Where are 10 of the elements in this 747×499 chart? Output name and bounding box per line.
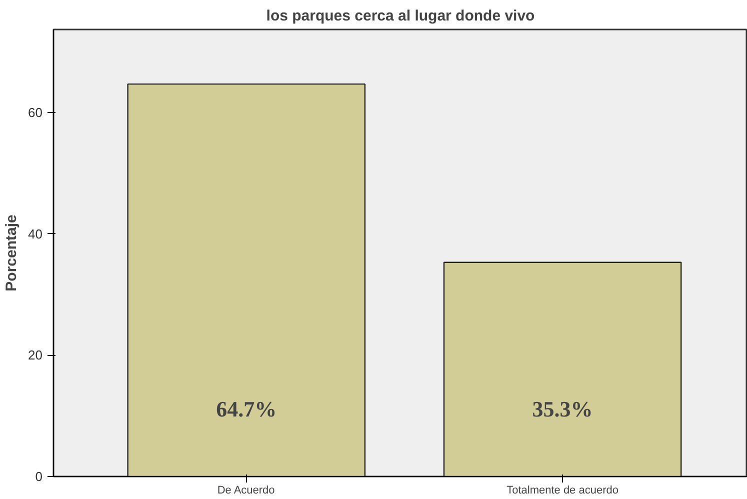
x-tick-label: De Acuerdo <box>217 484 275 496</box>
data-label: 64.7% <box>216 396 277 422</box>
y-tick-label: 40 <box>28 226 43 242</box>
y-axis-title: Porcentaje <box>3 214 20 292</box>
y-tick-label: 20 <box>28 348 43 363</box>
data-label: 35.3% <box>532 396 593 422</box>
x-tick-label: Totalmente de acuerdo <box>506 484 619 496</box>
y-tick-label: 0 <box>35 469 43 484</box>
chart-title: los parques cerca al lugar donde vivo <box>266 8 535 24</box>
y-tick-label: 60 <box>28 105 43 120</box>
